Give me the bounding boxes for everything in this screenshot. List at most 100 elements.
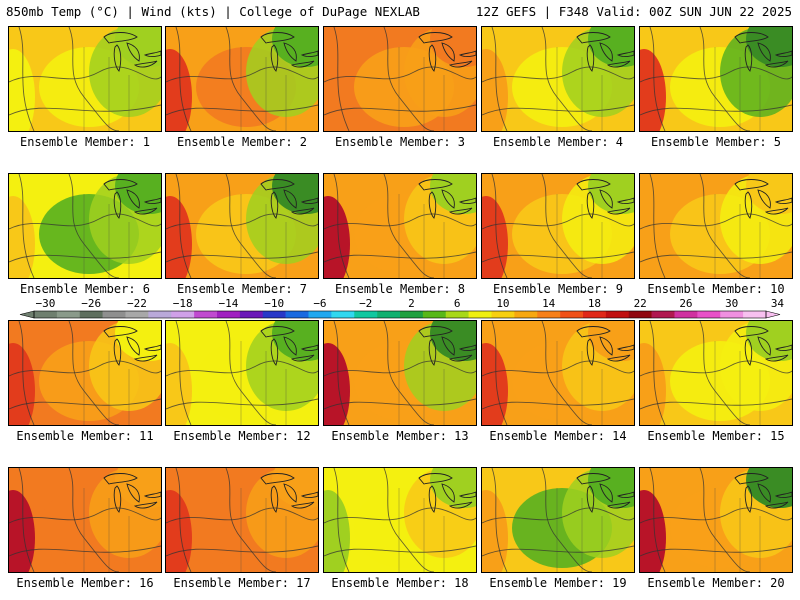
ensemble-panel-9 <box>481 173 635 279</box>
ensemble-panel-5 <box>639 26 793 132</box>
colorbar-segment <box>628 311 652 318</box>
temperature-colorbar: −30−26−22−18−14−10−6−2261014182226303438… <box>19 297 785 319</box>
colorbar-tick-label: 14 <box>542 297 556 310</box>
ensemble-panel-15 <box>639 320 793 426</box>
colorbar-segment <box>491 311 515 318</box>
colorbar-segment <box>354 311 378 318</box>
temperature-map <box>482 468 634 572</box>
temperature-map <box>640 321 792 425</box>
ensemble-label-19: Ensemble Member: 19 <box>489 576 627 590</box>
temperature-map <box>166 174 318 278</box>
ensemble-label-13: Ensemble Member: 13 <box>331 429 469 443</box>
colorbar-segment <box>377 311 401 318</box>
colorbar-segment <box>285 311 309 318</box>
ensemble-label-3: Ensemble Member: 3 <box>334 135 466 149</box>
colorbar-segment <box>697 311 721 318</box>
colorbar-tick-label: 34 <box>771 297 785 310</box>
colorbar-segment <box>125 311 149 318</box>
colorbar-segment <box>720 311 744 318</box>
colorbar-segment <box>651 311 675 318</box>
temperature-map <box>9 321 161 425</box>
colorbar-segment <box>308 311 332 318</box>
colorbar-segment <box>583 311 607 318</box>
ensemble-label-16: Ensemble Member: 16 <box>16 576 154 590</box>
colorbar-tick-label: −18 <box>173 297 193 310</box>
temperature-map <box>9 27 161 131</box>
ensemble-label-12: Ensemble Member: 12 <box>173 429 311 443</box>
temperature-map <box>482 174 634 278</box>
ensemble-label-4: Ensemble Member: 4 <box>492 135 624 149</box>
colorbar-tick-label: −22 <box>127 297 147 310</box>
colorbar-tick-label: −30 <box>36 297 56 310</box>
ensemble-panel-12 <box>165 320 319 426</box>
colorbar-tick-label: 6 <box>454 297 461 310</box>
colorbar-tick-label: −2 <box>359 297 372 310</box>
colorbar-segment <box>217 311 241 318</box>
colorbar-tick-label: −14 <box>219 297 239 310</box>
temperature-map <box>482 27 634 131</box>
colorbar-segment <box>445 311 469 318</box>
ensemble-label-11: Ensemble Member: 11 <box>16 429 154 443</box>
colorbar-segment <box>239 311 264 318</box>
colorbar-tick-label: 2 <box>408 297 415 310</box>
ensemble-label-6: Ensemble Member: 6 <box>19 282 151 296</box>
ensemble-panel-18 <box>323 467 477 573</box>
temperature-map <box>482 321 634 425</box>
ensemble-panel-17 <box>165 467 319 573</box>
colorbar-segment <box>537 311 561 318</box>
temperature-map <box>166 321 318 425</box>
colorbar-tick-label: 10 <box>496 297 509 310</box>
temperature-map <box>640 174 792 278</box>
temperature-map <box>166 468 318 572</box>
ensemble-panel-19 <box>481 467 635 573</box>
colorbar-segment <box>422 311 447 318</box>
ensemble-label-17: Ensemble Member: 17 <box>173 576 311 590</box>
map-title: 850mb Temp (°C) | Wind (kts) | College o… <box>6 4 420 19</box>
ensemble-label-10: Ensemble Member: 10 <box>647 282 785 296</box>
colorbar-segment <box>56 311 81 318</box>
ensemble-label-18: Ensemble Member: 18 <box>331 576 469 590</box>
colorbar-tick-label: 18 <box>588 297 601 310</box>
colorbar-tick-label: 26 <box>679 297 692 310</box>
ensemble-panel-4 <box>481 26 635 132</box>
colorbar-tick-label: 22 <box>634 297 647 310</box>
temperature-map <box>324 174 476 278</box>
temperature-map <box>166 27 318 131</box>
ensemble-panel-2 <box>165 26 319 132</box>
colorbar-segment <box>743 311 767 318</box>
ensemble-panel-11 <box>8 320 162 426</box>
temperature-map <box>324 321 476 425</box>
colorbar-segment <box>102 311 126 318</box>
ensemble-label-14: Ensemble Member: 14 <box>489 429 627 443</box>
ensemble-panel-10 <box>639 173 793 279</box>
colorbar-segment <box>605 311 630 318</box>
run-info: 12Z GEFS | F348 Valid: 00Z SUN JUN 22 20… <box>475 4 792 19</box>
colorbar-segment <box>79 311 103 318</box>
ensemble-panel-6 <box>8 173 162 279</box>
colorbar-tick-label: 30 <box>725 297 738 310</box>
colorbar-segment <box>514 311 538 318</box>
ensemble-panel-14 <box>481 320 635 426</box>
colorbar-segment <box>331 311 355 318</box>
colorbar-tick-label: −26 <box>81 297 101 310</box>
temperature-map <box>9 174 161 278</box>
ensemble-panel-20 <box>639 467 793 573</box>
ensemble-label-2: Ensemble Member: 2 <box>176 135 308 149</box>
ensemble-label-9: Ensemble Member: 9 <box>492 282 624 296</box>
colorbar-segment <box>34 311 58 318</box>
colorbar-segment <box>194 311 218 318</box>
ensemble-label-5: Ensemble Member: 5 <box>650 135 782 149</box>
temperature-map <box>640 468 792 572</box>
ensemble-panel-16 <box>8 467 162 573</box>
colorbar-segment <box>171 311 195 318</box>
colorbar-segment <box>262 311 286 318</box>
colorbar-tick-label: −10 <box>264 297 284 310</box>
ensemble-panel-1 <box>8 26 162 132</box>
ensemble-label-20: Ensemble Member: 20 <box>647 576 785 590</box>
temperature-map <box>9 468 161 572</box>
colorbar-segment <box>468 311 492 318</box>
ensemble-panel-13 <box>323 320 477 426</box>
ensemble-panel-7 <box>165 173 319 279</box>
colorbar-segment <box>400 311 424 318</box>
ensemble-label-7: Ensemble Member: 7 <box>176 282 308 296</box>
